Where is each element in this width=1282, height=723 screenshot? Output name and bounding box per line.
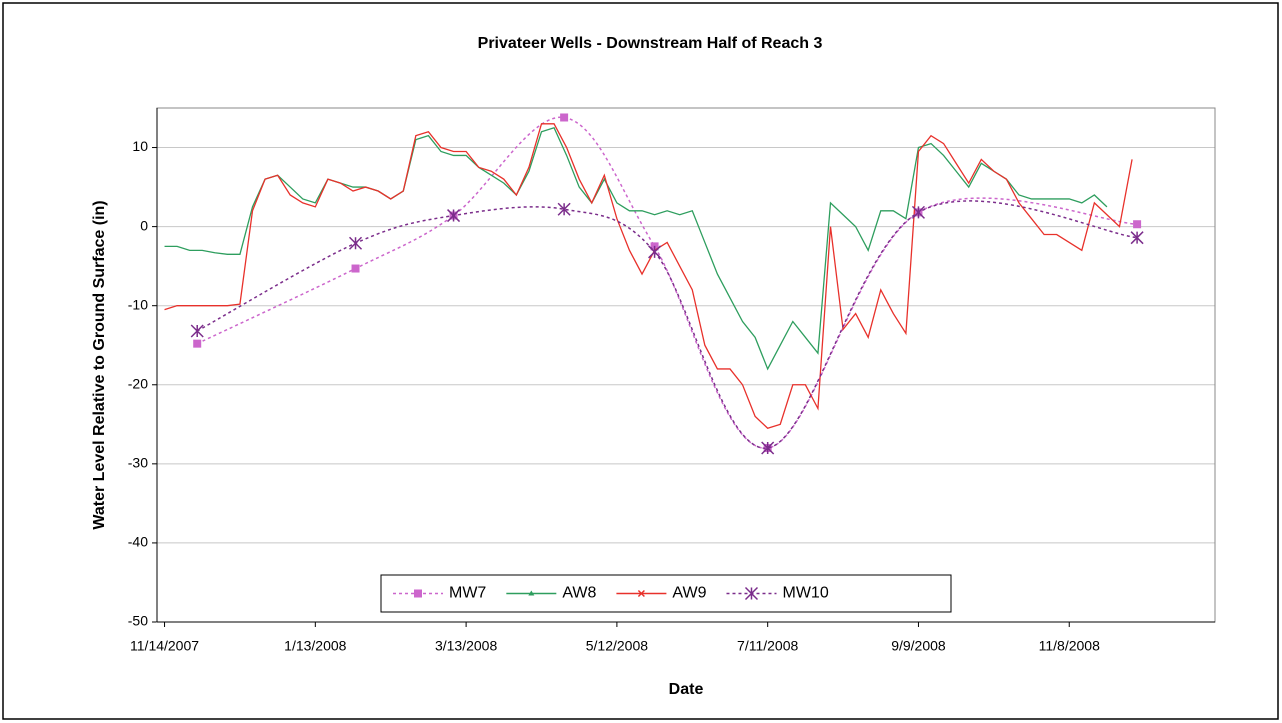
x-tick-label: 11/14/2007 [130,638,199,654]
y-axis-label: Water Level Relative to Ground Surface (… [91,200,108,529]
x-tick-label: 1/13/2008 [284,638,346,654]
chart-title: Privateer Wells - Downstream Half of Rea… [478,35,823,52]
x-tick-label: 9/9/2008 [891,638,946,654]
legend-label: AW9 [672,585,706,602]
marker-asterisk [349,236,363,250]
marker-asterisk [557,202,571,216]
x-axis-label: Date [669,681,704,698]
marker-asterisk [911,205,925,219]
y-tick-label: 10 [132,138,148,154]
y-tick-label: -30 [128,455,148,471]
y-tick-label: -40 [128,534,148,550]
x-tick-label: 3/13/2008 [435,638,497,654]
y-tick-label: 0 [140,217,148,233]
marker-asterisk [190,324,204,338]
marker-square [1133,220,1142,229]
x-tick-label: 11/8/2008 [1039,638,1100,654]
marker-x [637,589,645,598]
marker-asterisk [1130,231,1144,245]
y-tick-label: -10 [128,296,148,312]
series-line [164,126,1108,371]
marker-asterisk [761,441,775,455]
y-tick-label: -50 [128,613,148,629]
x-tick-label: 5/12/2008 [586,638,648,654]
legend-label: AW8 [562,585,596,602]
marker-square [560,113,569,122]
x-tick-label: 7/11/2008 [737,638,798,654]
series-line [164,123,1133,429]
marker-asterisk [744,586,759,601]
legend-label: MW10 [782,585,828,602]
marker-square [193,339,202,348]
series-line [196,116,1138,449]
y-tick-label: -20 [128,375,148,391]
marker-asterisk [447,209,461,223]
marker-square [414,589,422,598]
marker-triangle [528,590,535,596]
marker-asterisk [648,245,662,259]
marker-square [351,264,360,273]
legend-label: MW7 [449,585,486,602]
